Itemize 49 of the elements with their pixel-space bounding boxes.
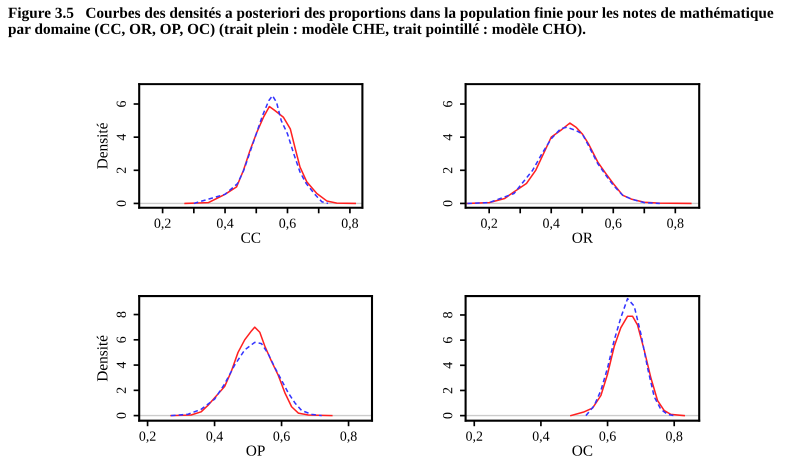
- x-tick-label: 0,8: [666, 431, 682, 443]
- y-tick-label: 0: [116, 200, 126, 206]
- x-tick-label: 0,8: [340, 431, 357, 443]
- y-axis-title: Densité: [96, 123, 108, 169]
- x-tick-label: 0,2: [154, 218, 171, 230]
- x-tick-label: 0,2: [481, 218, 498, 230]
- line-series: [170, 342, 323, 416]
- y-tick-label: 4: [116, 362, 126, 368]
- x-axis-title: OR: [572, 232, 593, 243]
- y-tick-label: 4: [443, 134, 452, 140]
- y-tick-label: 0: [116, 412, 126, 419]
- x-axis-title: CC: [241, 232, 260, 243]
- chart-title: Figure 3.5 Courbes des densités a posteriori des proportions dans la population finie pour les notes de mathématique par domaine (CC, OR, OP, OC) (trait plein : modèle CHE, trait pointillé : modèle CHO).: [8, 7, 774, 38]
- x-tick-label: 0,4: [532, 431, 550, 443]
- y-tick-label: 0: [442, 200, 452, 206]
- x-tick-label: 0,4: [206, 431, 224, 443]
- x-axis-title: OC: [572, 446, 592, 456]
- y-tick-label: 2: [116, 168, 126, 174]
- x-tick-label: 0,2: [139, 431, 156, 443]
- line-series: [466, 126, 661, 204]
- x-axis-title: OP: [246, 446, 265, 456]
- x-tick-label: 0,6: [599, 431, 616, 443]
- y-tick-label: 2: [443, 388, 452, 394]
- y-axis-title: Densité: [96, 336, 108, 382]
- x-tick-label: 0,6: [273, 431, 290, 443]
- y-tick-label: 0: [442, 412, 452, 419]
- line-series: [585, 298, 675, 416]
- x-tick-label: 0,4: [543, 218, 560, 230]
- x-tick-label: 0,6: [605, 218, 622, 230]
- y-tick-label: 8: [116, 312, 126, 318]
- x-tick-label: 0,2: [466, 431, 482, 443]
- y-tick-label: 4: [116, 134, 126, 140]
- y-tick-label: 8: [442, 312, 452, 318]
- line-series: [570, 315, 685, 416]
- y-tick-label: 6: [116, 100, 126, 107]
- y-tick-label: 6: [443, 337, 452, 344]
- y-tick-label: 2: [116, 388, 126, 394]
- y-tick-label: 6: [116, 336, 126, 343]
- y-tick-label: 6: [443, 100, 452, 107]
- x-tick-label: 0,8: [667, 218, 684, 230]
- line-series: [193, 94, 329, 204]
- y-tick-label: 4: [443, 362, 452, 368]
- line-series: [466, 122, 692, 204]
- x-tick-label: 0,4: [216, 218, 234, 230]
- x-tick-label: 0,6: [279, 218, 296, 230]
- y-tick-label: 2: [443, 168, 452, 174]
- line-series: [170, 326, 333, 416]
- line-series: [184, 106, 356, 204]
- x-tick-label: 0,8: [342, 218, 358, 230]
